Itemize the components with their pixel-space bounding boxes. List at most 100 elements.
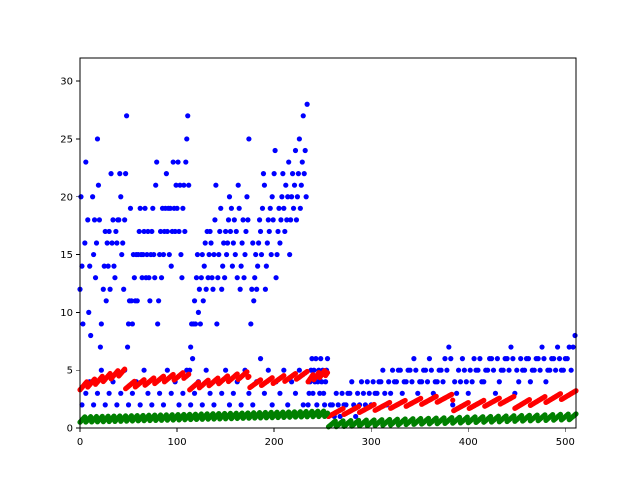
- data-point-series-0: [85, 217, 91, 223]
- data-point-series-0: [116, 217, 122, 223]
- data-point-series-0: [347, 390, 353, 396]
- data-point-series-0: [498, 367, 504, 373]
- data-point-series-0: [96, 217, 103, 223]
- data-point-series-0: [282, 228, 288, 235]
- data-point-series-0: [178, 251, 184, 258]
- data-point-series-0: [452, 379, 458, 385]
- data-point-series-1: [205, 377, 211, 383]
- data-point-series-0: [144, 251, 150, 258]
- data-point-series-0: [315, 379, 321, 385]
- data-point-series-0: [86, 309, 92, 315]
- data-point-series-0: [112, 275, 118, 281]
- data-point-series-0: [93, 240, 100, 246]
- data-point-series-0: [263, 263, 269, 269]
- data-point-series-0: [90, 251, 97, 258]
- data-point-series-0: [245, 217, 251, 223]
- data-point-series-0: [444, 367, 450, 373]
- data-point-series-0: [182, 228, 188, 235]
- data-point-series-0: [231, 217, 237, 223]
- data-point-series-0: [224, 240, 231, 246]
- x-tick-label: 0: [77, 437, 83, 448]
- data-point-series-0: [246, 390, 252, 396]
- x-tick-label: 200: [265, 437, 284, 448]
- y-tick-label: 15: [60, 250, 73, 261]
- data-point-series-0: [353, 413, 359, 420]
- data-point-series-2: [340, 418, 346, 424]
- data-point-series-0: [454, 390, 460, 396]
- data-point-series-0: [145, 390, 151, 396]
- data-point-series-0: [145, 228, 151, 235]
- data-point-series-2: [519, 412, 525, 419]
- data-point-series-0: [256, 217, 263, 223]
- data-point-series-0: [358, 379, 365, 385]
- data-point-series-0: [194, 251, 201, 258]
- data-point-series-0: [467, 367, 473, 373]
- data-point-series-0: [475, 367, 481, 373]
- data-point-series-0: [448, 356, 454, 362]
- data-point-series-0: [508, 344, 514, 350]
- data-point-series-0: [106, 390, 112, 396]
- data-point-series-0: [242, 251, 248, 258]
- data-point-series-0: [566, 344, 572, 350]
- data-point-series-0: [156, 251, 163, 258]
- data-point-series-0: [173, 182, 179, 188]
- data-point-series-0: [234, 275, 240, 281]
- data-point-series-0: [183, 159, 189, 165]
- data-point-series-0: [415, 390, 421, 396]
- data-point-series-2: [480, 414, 486, 420]
- data-point-series-1: [131, 378, 137, 384]
- data-point-series-0: [297, 205, 303, 211]
- data-point-series-0: [188, 402, 194, 408]
- data-point-series-0: [253, 251, 259, 258]
- data-point-series-0: [554, 344, 561, 350]
- data-point-series-0: [261, 182, 268, 188]
- data-point-series-0: [164, 228, 170, 235]
- axes-frame: [79, 57, 577, 429]
- data-point-series-0: [166, 251, 172, 258]
- data-point-series-0: [386, 379, 392, 385]
- data-point-series-0: [314, 402, 320, 408]
- data-point-series-0: [506, 367, 512, 373]
- data-point-series-0: [153, 182, 159, 188]
- data-point-series-2: [425, 415, 432, 421]
- data-point-series-0: [274, 251, 280, 258]
- data-point-series-0: [225, 217, 232, 223]
- data-point-series-0: [291, 182, 298, 188]
- data-point-series-0: [146, 275, 152, 281]
- data-point-series-0: [168, 390, 174, 396]
- data-point-series-0: [250, 240, 256, 246]
- data-point-series-2: [418, 415, 424, 422]
- data-point-series-0: [262, 286, 268, 292]
- data-point-series-0: [196, 286, 202, 292]
- data-point-series-0: [184, 367, 190, 373]
- data-point-series-0: [417, 379, 423, 385]
- data-point-series-0: [113, 228, 119, 235]
- data-point-series-1: [433, 393, 439, 399]
- data-point-series-0: [149, 228, 155, 235]
- data-point-series-0: [236, 205, 242, 211]
- data-point-series-0: [295, 171, 301, 177]
- data-point-series-0: [305, 402, 311, 408]
- data-point-series-0: [90, 194, 96, 200]
- data-point-series-0: [241, 275, 247, 281]
- data-point-series-2: [534, 412, 540, 418]
- data-point-series-0: [349, 379, 355, 385]
- data-point-series-2: [456, 414, 463, 420]
- data-point-series-0: [292, 147, 299, 154]
- data-point-series-0: [426, 356, 433, 362]
- data-point-series-0: [106, 228, 112, 235]
- data-point-series-0: [105, 263, 111, 269]
- y-tick-label: 5: [67, 366, 73, 377]
- data-point-series-0: [152, 275, 158, 281]
- data-point-series-0: [266, 228, 272, 235]
- data-point-series-0: [158, 275, 165, 281]
- data-point-series-0: [109, 240, 115, 246]
- data-point-series-0: [446, 344, 452, 350]
- data-point-series-1: [195, 379, 202, 385]
- data-point-series-0: [137, 205, 143, 211]
- data-point-series-0: [424, 379, 431, 385]
- data-point-series-0: [111, 263, 117, 269]
- data-point-series-0: [360, 390, 367, 396]
- data-point-series-1: [449, 391, 455, 397]
- data-point-series-1: [481, 397, 487, 403]
